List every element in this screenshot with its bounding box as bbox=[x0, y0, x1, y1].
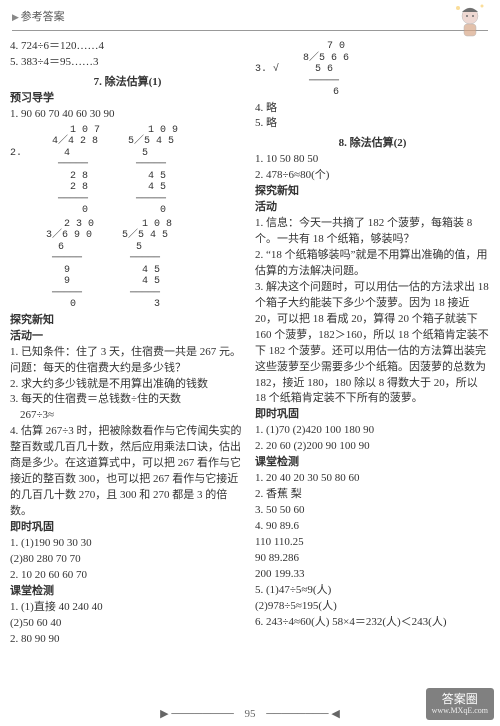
text-line: 2. 80 90 90 bbox=[10, 632, 245, 648]
text-line: 2. 20 60 (2)200 90 100 90 bbox=[255, 439, 490, 455]
explore-label: 探究新知 bbox=[255, 184, 490, 200]
page-header: ▶ 参考答案 bbox=[0, 0, 500, 28]
practice-label: 即时巩固 bbox=[255, 407, 490, 423]
long-division-b: 2 3 0 1 0 8 3／6 9 0 5／5 4 5 6 5 ───── ──… bbox=[10, 219, 245, 311]
activity-1-label: 活动一 bbox=[10, 329, 245, 345]
text-line: 3. 50 50 60 bbox=[255, 503, 490, 519]
text-line: (2)50 60 40 bbox=[10, 616, 245, 632]
left-column: 4. 724÷6＝120……4 5. 383÷4＝95……3 7. 除法估算(1… bbox=[10, 39, 245, 647]
main-content: 4. 724÷6＝120……4 5. 383÷4＝95……3 7. 除法估算(1… bbox=[0, 33, 500, 647]
text-line: 6. 243÷4≈60(人) 58×4＝232(人)＜243(人) bbox=[255, 615, 490, 631]
activity-label: 活动 bbox=[255, 200, 490, 216]
right-column: 7 0 8／5 6 6 3. √ 5 6 ───── 6 4. 略 5. 略 8… bbox=[255, 39, 490, 647]
text-line: 1. 20 40 20 30 50 80 60 bbox=[255, 471, 490, 487]
text-line: 4. 724÷6＝120……4 bbox=[10, 39, 245, 55]
text-line: 1. 信息：今天一共摘了 182 个菠萝，每箱装 8 个。一共有 18 个纸箱，… bbox=[255, 216, 490, 248]
text-line: 1. 10 50 80 50 bbox=[255, 152, 490, 168]
class-test-label: 课堂检测 bbox=[10, 584, 245, 600]
girl-icon bbox=[450, 2, 490, 42]
footer-arrow-right: ◀ bbox=[331, 708, 339, 720]
text-line: 2. “18 个纸箱够装吗”就是不用算出准确的值，用估算的方法解决问题。 bbox=[255, 248, 490, 280]
watermark: 答案圈 www.MXqE.com bbox=[426, 688, 494, 720]
text-line: 1. (1)70 (2)420 100 180 90 bbox=[255, 423, 490, 439]
preview-label: 预习导学 bbox=[10, 91, 245, 107]
text-line: 1. 已知条件：住了 3 天，住宿费一共是 267 元。问题：每天的住宿费大约是… bbox=[10, 345, 245, 377]
section-7-title: 7. 除法估算(1) bbox=[10, 73, 245, 89]
text-line: 1. (1)直接 40 240 40 bbox=[10, 600, 245, 616]
class-test-label: 课堂检测 bbox=[255, 455, 490, 471]
text-line: 1. 90 60 70 40 60 30 90 bbox=[10, 107, 245, 123]
footer-arrow-left: ▶ bbox=[160, 708, 168, 720]
text-line: 110 110.25 bbox=[255, 535, 490, 551]
text-line: 3. 每天的住宿费＝总钱数÷住的天数 bbox=[10, 392, 245, 408]
watermark-main: 答案圈 bbox=[432, 692, 488, 706]
text-line: 2. 10 20 60 60 70 bbox=[10, 568, 245, 584]
header-divider bbox=[12, 30, 488, 31]
text-line: 1. (1)190 90 30 30 bbox=[10, 536, 245, 552]
text-line: (2)978÷5≈195(人) bbox=[255, 599, 490, 615]
text-line: 4. 略 bbox=[255, 101, 490, 117]
section-8-title: 8. 除法估算(2) bbox=[255, 134, 490, 150]
page-number: 95 bbox=[237, 708, 264, 720]
text-line: 267÷3≈ bbox=[10, 408, 245, 424]
long-division-a: 1 0 7 1 0 9 4／4 2 8 5／5 4 5 2. 4 5 ─────… bbox=[10, 125, 245, 217]
arrow-decor: ▶ bbox=[12, 12, 18, 22]
text-line: 5. 略 bbox=[255, 116, 490, 132]
text-line: 4. 90 89.6 bbox=[255, 519, 490, 535]
text-line: 2. 香蕉 梨 bbox=[255, 487, 490, 503]
text-line: (2)80 280 70 70 bbox=[10, 552, 245, 568]
text-line: 90 89.286 bbox=[255, 551, 490, 567]
text-line: 4. 估算 267÷3 时，把被除数看作与它传闻失实的整百数或几百几十数，然后应… bbox=[10, 424, 245, 520]
text-line: 5. (1)47÷5≈9(人) bbox=[255, 583, 490, 599]
text-line: 200 199.33 bbox=[255, 567, 490, 583]
text-line: 5. 383÷4＝95……3 bbox=[10, 55, 245, 71]
text-line: 2. 求大约多少钱就是不用算出准确的钱数 bbox=[10, 377, 245, 393]
text-line: 3. 解决这个问题时，可以用估一估的方法求出 18 个箱子大约能装下多少个菠萝。… bbox=[255, 280, 490, 408]
watermark-sub: www.MXqE.com bbox=[432, 706, 488, 716]
text-line: 2. 478÷6≈80(个) bbox=[255, 168, 490, 184]
long-division-top: 7 0 8／5 6 6 3. √ 5 6 ───── 6 bbox=[255, 41, 490, 99]
practice-label: 即时巩固 bbox=[10, 520, 245, 536]
explore-label: 探究新知 bbox=[10, 313, 245, 329]
header-title: 参考答案 bbox=[21, 11, 65, 23]
